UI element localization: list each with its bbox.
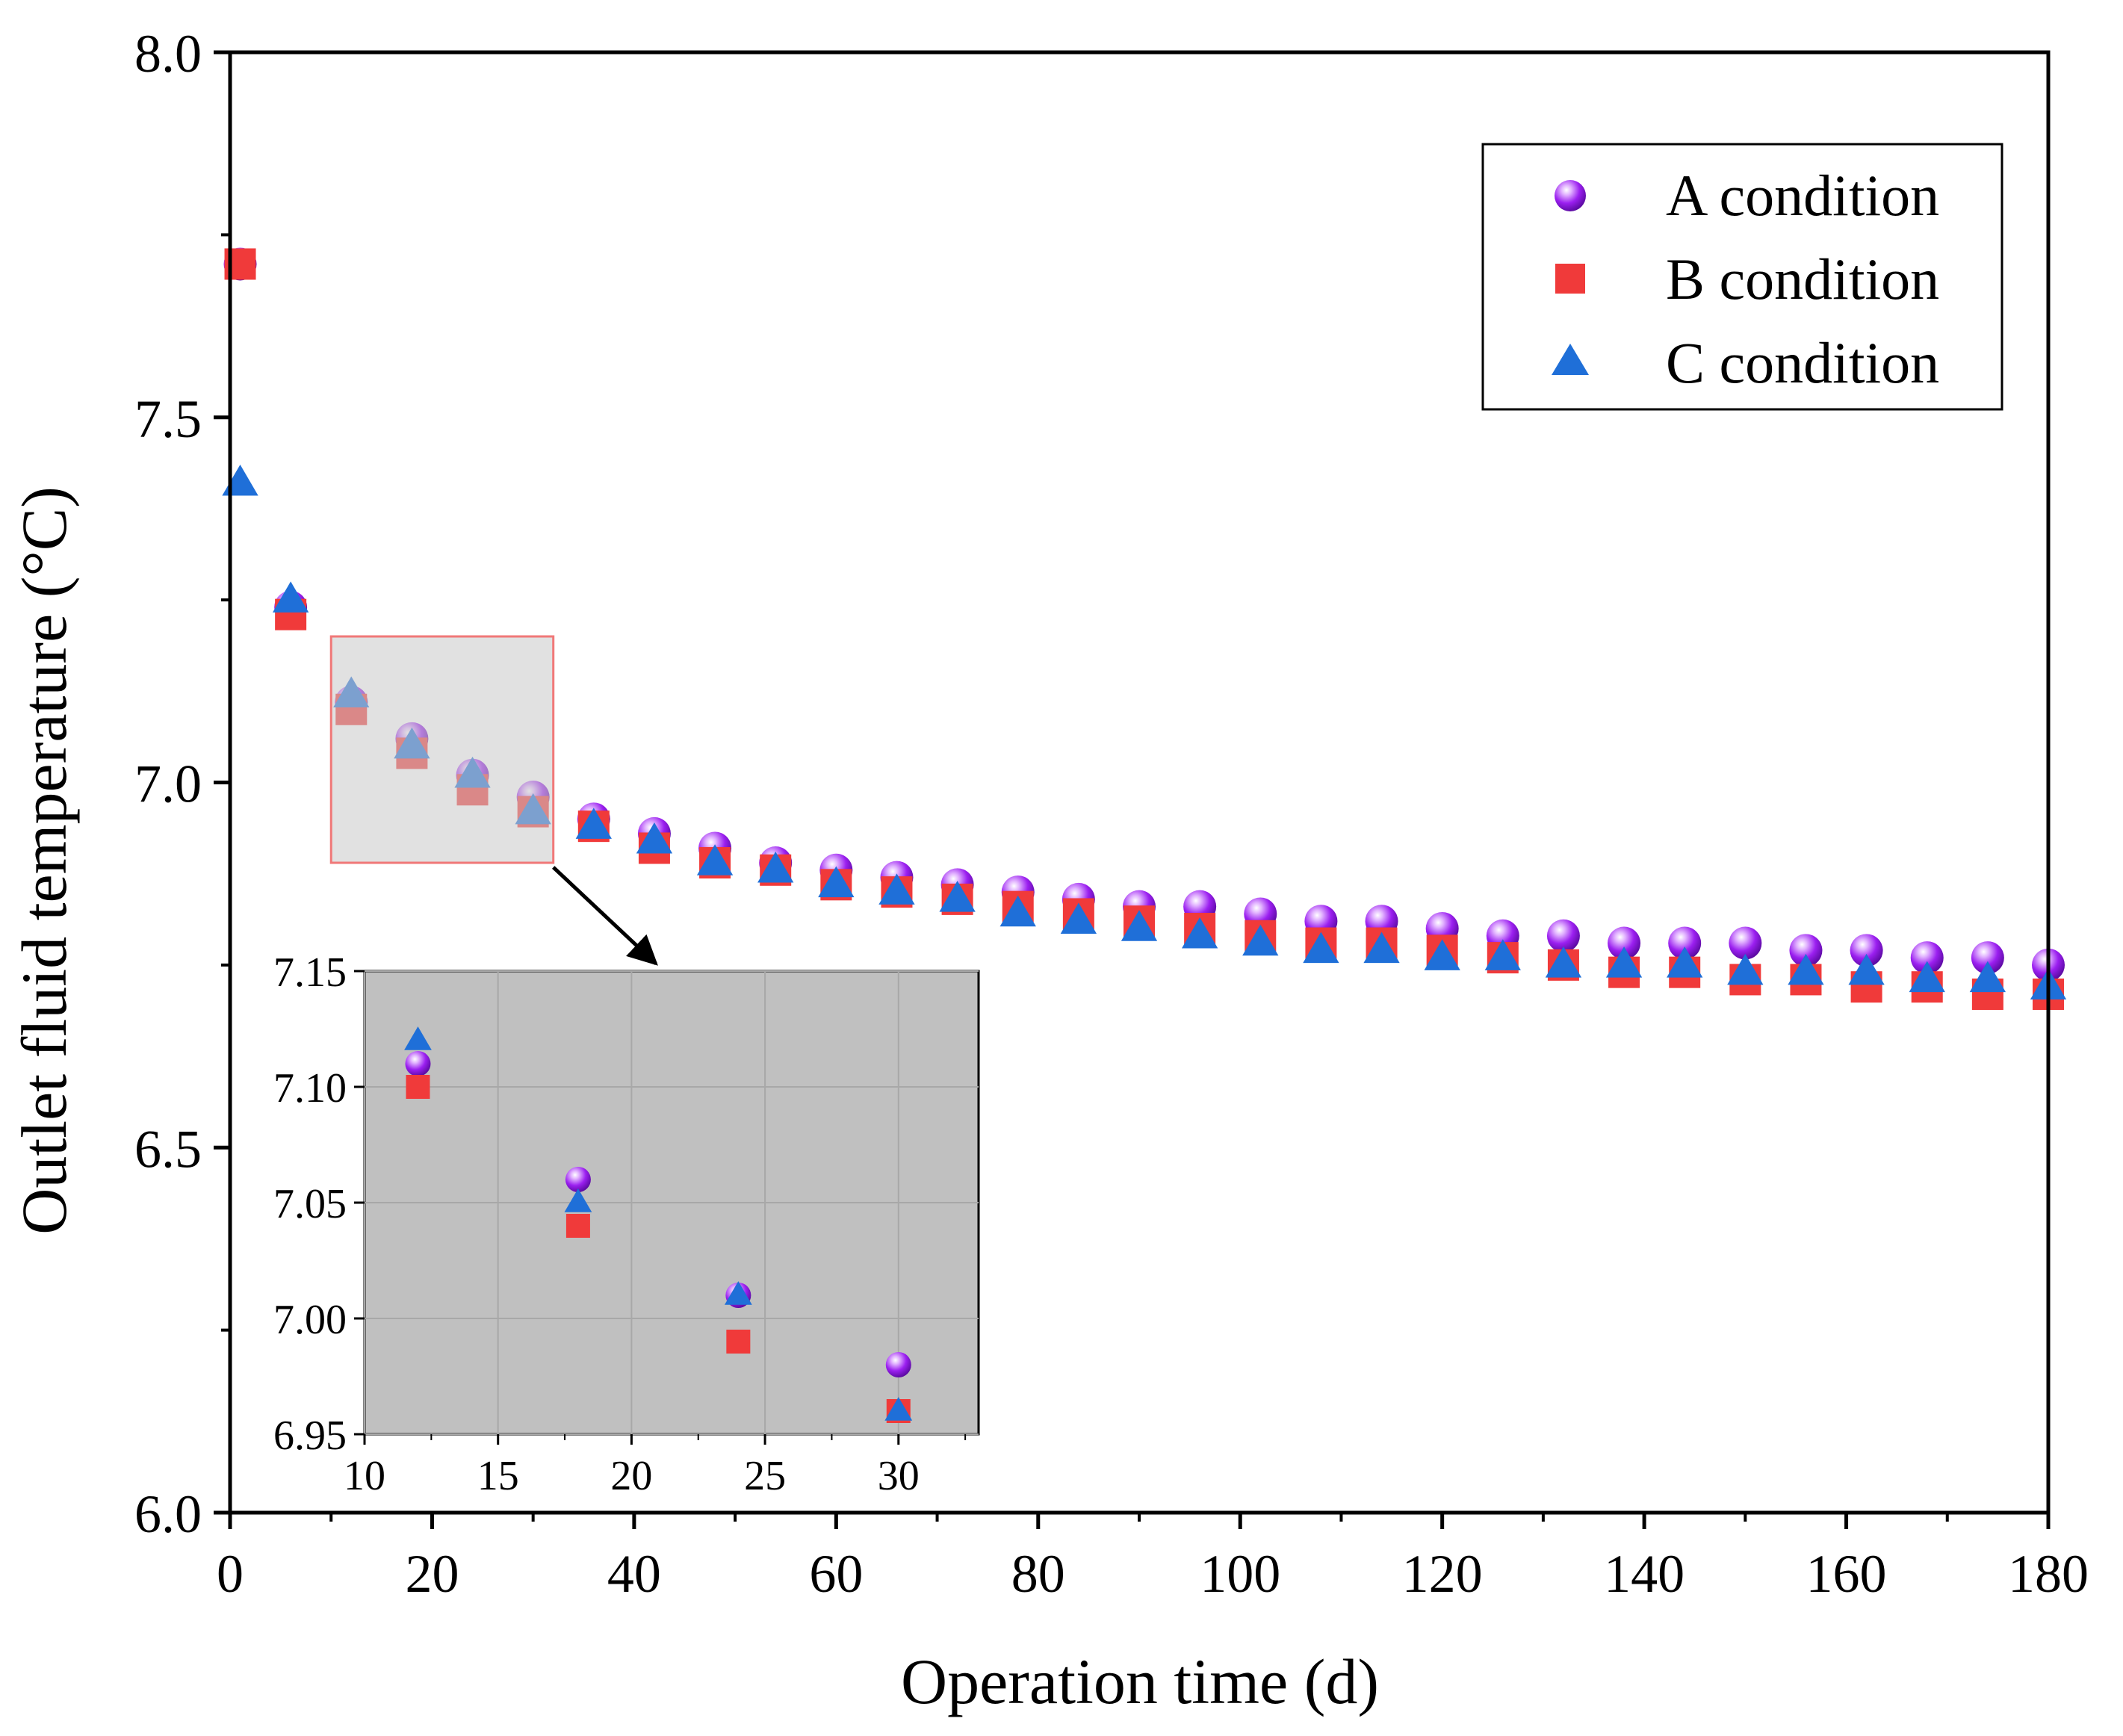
inset-point-c-18 bbox=[564, 1188, 592, 1212]
inset-point-b-12 bbox=[406, 1075, 430, 1099]
legend-label-c: C condition bbox=[1666, 330, 1939, 395]
inset-point-c-30 bbox=[884, 1397, 913, 1421]
point-a-138 bbox=[1608, 926, 1641, 960]
xtick-label-100: 100 bbox=[1200, 1544, 1280, 1604]
point-c-66 bbox=[878, 873, 915, 905]
legend-marker-c bbox=[1552, 344, 1589, 375]
inset-point-c-24 bbox=[724, 1281, 752, 1305]
inset-point-b-24 bbox=[726, 1330, 751, 1354]
point-a-168 bbox=[1910, 941, 1944, 975]
point-c-1 bbox=[222, 464, 258, 496]
xtick-label-160: 160 bbox=[1806, 1544, 1887, 1604]
y-axis-label: Outlet fluid temperature (°C) bbox=[8, 486, 80, 1235]
inset-ytick-label-1: 7.00 bbox=[273, 1297, 347, 1343]
inset-xtick-label-20: 20 bbox=[610, 1453, 652, 1499]
point-c-126 bbox=[1484, 939, 1521, 970]
ytick-label-8: 8.0 bbox=[134, 24, 202, 84]
xtick-label-140: 140 bbox=[1604, 1544, 1685, 1604]
point-c-156 bbox=[1788, 953, 1824, 985]
legend-label-a: A condition bbox=[1666, 163, 1939, 228]
ytick-label-7: 7.0 bbox=[134, 754, 202, 814]
xtick-label-0: 0 bbox=[217, 1544, 244, 1604]
ytick-label-6: 6.0 bbox=[134, 1484, 202, 1544]
inset-ytick-label-4: 7.15 bbox=[273, 949, 347, 996]
inset-plot: 10 15 20 25 30 6.95 7.00 7.05 7.10 7.15 bbox=[273, 949, 980, 1499]
xtick-label-80: 80 bbox=[1011, 1544, 1065, 1604]
inset-ytick-label-2: 7.05 bbox=[273, 1181, 347, 1227]
point-c-102 bbox=[1242, 924, 1279, 956]
inset-ytick-label-3: 7.10 bbox=[273, 1065, 347, 1112]
point-c-78 bbox=[999, 895, 1036, 927]
point-c-120 bbox=[1424, 939, 1460, 970]
inset-xtick-label-30: 30 bbox=[878, 1453, 920, 1499]
inset-xtick-label-25: 25 bbox=[744, 1453, 786, 1499]
point-c-6 bbox=[272, 581, 309, 613]
point-c-162 bbox=[1848, 953, 1885, 985]
axes: 0 20 40 60 80 100 120 140 160 180 6.0 6.5 7.0 7.5 8.0 bbox=[134, 24, 2089, 1604]
legend-marker-b bbox=[1555, 264, 1585, 294]
legend: A condition B condition C condition bbox=[1481, 143, 2003, 411]
xtick-label-180: 180 bbox=[2008, 1544, 2089, 1604]
point-a-150 bbox=[1729, 926, 1762, 960]
zoom-arrow bbox=[551, 866, 658, 966]
point-c-132 bbox=[1545, 946, 1582, 978]
ytick-label-6.5: 6.5 bbox=[134, 1119, 202, 1179]
xtick-label-60: 60 bbox=[809, 1544, 863, 1604]
inset-point-a-12 bbox=[405, 1051, 431, 1076]
x-axis-label: Operation time (d) bbox=[901, 1646, 1379, 1717]
point-c-90 bbox=[1121, 910, 1158, 941]
point-c-150 bbox=[1727, 953, 1764, 985]
zoom-highlight-box bbox=[329, 635, 658, 966]
point-c-60 bbox=[818, 866, 855, 898]
inset-point-a-18 bbox=[565, 1167, 591, 1192]
point-c-72 bbox=[939, 881, 976, 912]
point-c-138 bbox=[1605, 946, 1643, 978]
inset-point-c-12 bbox=[404, 1026, 432, 1050]
point-a-156 bbox=[1789, 934, 1823, 967]
point-c-84 bbox=[1060, 902, 1097, 934]
point-c-108 bbox=[1303, 931, 1339, 964]
inset-point-a-30 bbox=[885, 1352, 911, 1377]
point-c-174 bbox=[1969, 961, 2006, 993]
highlight-rect bbox=[329, 635, 555, 864]
point-c-144 bbox=[1667, 946, 1703, 978]
point-c-168 bbox=[1909, 961, 1945, 993]
point-c-96 bbox=[1181, 917, 1218, 949]
inset-xtick-label-15: 15 bbox=[477, 1453, 519, 1499]
point-c-54 bbox=[757, 852, 794, 883]
xtick-label-40: 40 bbox=[607, 1544, 661, 1604]
inset-xtick-label-10: 10 bbox=[344, 1453, 385, 1499]
xtick-label-120: 120 bbox=[1402, 1544, 1483, 1604]
point-a-174 bbox=[1971, 941, 2004, 975]
ytick-label-7.5: 7.5 bbox=[134, 389, 202, 449]
point-a-132 bbox=[1546, 919, 1580, 952]
inset-point-b-18 bbox=[565, 1214, 590, 1238]
point-c-42 bbox=[636, 822, 673, 854]
legend-label-b: B condition bbox=[1666, 247, 1939, 311]
point-c-48 bbox=[696, 844, 734, 875]
legend-marker-a bbox=[1555, 180, 1586, 211]
point-c-114 bbox=[1363, 931, 1400, 964]
point-a-162 bbox=[1850, 934, 1883, 967]
inset-ytick-label-0: 6.95 bbox=[273, 1413, 347, 1459]
point-c-36 bbox=[575, 807, 612, 839]
xtick-label-20: 20 bbox=[405, 1544, 459, 1604]
point-a-144 bbox=[1668, 926, 1702, 960]
